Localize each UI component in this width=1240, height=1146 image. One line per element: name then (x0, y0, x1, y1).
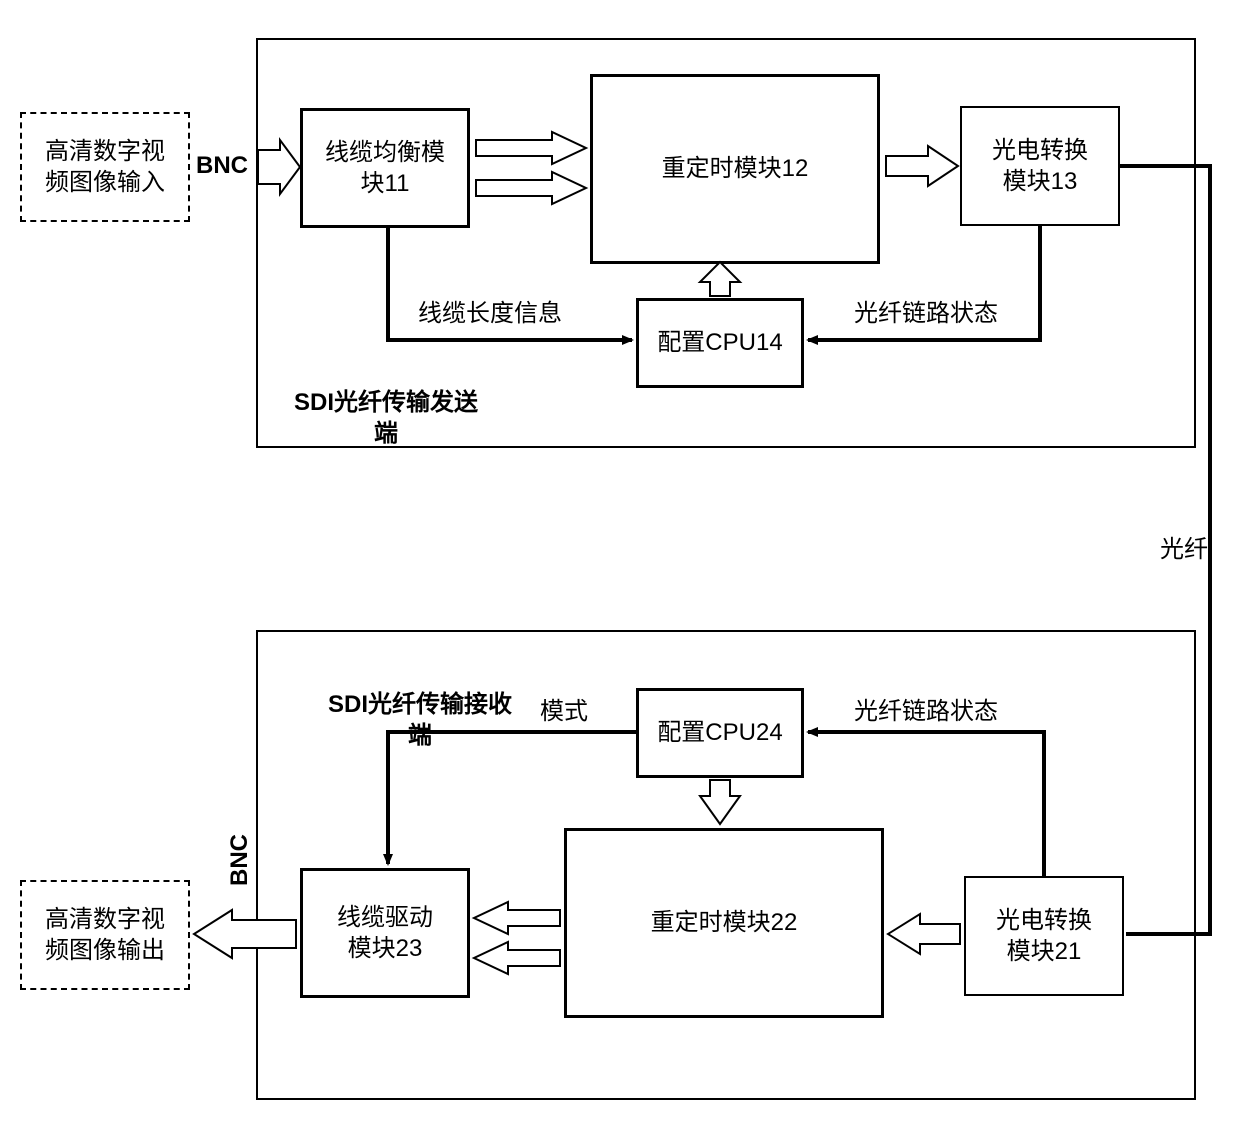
rx-cpu-box: 配置CPU24 (636, 688, 804, 778)
rx-retim-label: 重定时模块22 (651, 907, 798, 938)
rx-oe-box: 光电转换 模块21 (964, 876, 1124, 996)
tx-eq-box: 线缆均衡模 块11 (300, 108, 470, 228)
tx-oe-label: 光电转换 模块13 (992, 135, 1088, 197)
rx-oe-label: 光电转换 模块21 (996, 905, 1092, 967)
input-box: 高清数字视 频图像输入 (20, 112, 190, 222)
bnc-bot-label: BNC (224, 820, 255, 900)
output-box: 高清数字视 频图像输出 (20, 880, 190, 990)
rx-link-status-label: 光纤链路状态 (854, 696, 998, 727)
tx-eq-label: 线缆均衡模 块11 (325, 137, 445, 199)
bnc-top-label: BNC (196, 150, 248, 181)
tx-container-label: SDI光纤传输发送 端 (276, 356, 496, 450)
rx-drv-label: 线缆驱动 模块23 (337, 902, 433, 964)
tx-retim-label: 重定时模块12 (662, 153, 809, 184)
tx-cpu-label: 配置CPU14 (657, 327, 782, 358)
tx-retim-box: 重定时模块12 (590, 74, 880, 264)
rx-container-label: SDI光纤传输接收 端 (310, 658, 530, 752)
rx-retim-box: 重定时模块22 (564, 828, 884, 1018)
input-label: 高清数字视 频图像输入 (30, 136, 180, 198)
tx-cable-info-label: 线缆长度信息 (418, 298, 562, 329)
rx-cpu-label: 配置CPU24 (657, 717, 782, 748)
fiber-label: 光纤 (1160, 534, 1208, 565)
tx-link-status-label: 光纤链路状态 (854, 298, 998, 329)
rx-drv-box: 线缆驱动 模块23 (300, 868, 470, 998)
tx-oe-box: 光电转换 模块13 (960, 106, 1120, 226)
rx-mode-label: 模式 (540, 696, 588, 727)
tx-cpu-box: 配置CPU14 (636, 298, 804, 388)
output-label: 高清数字视 频图像输出 (45, 904, 165, 966)
